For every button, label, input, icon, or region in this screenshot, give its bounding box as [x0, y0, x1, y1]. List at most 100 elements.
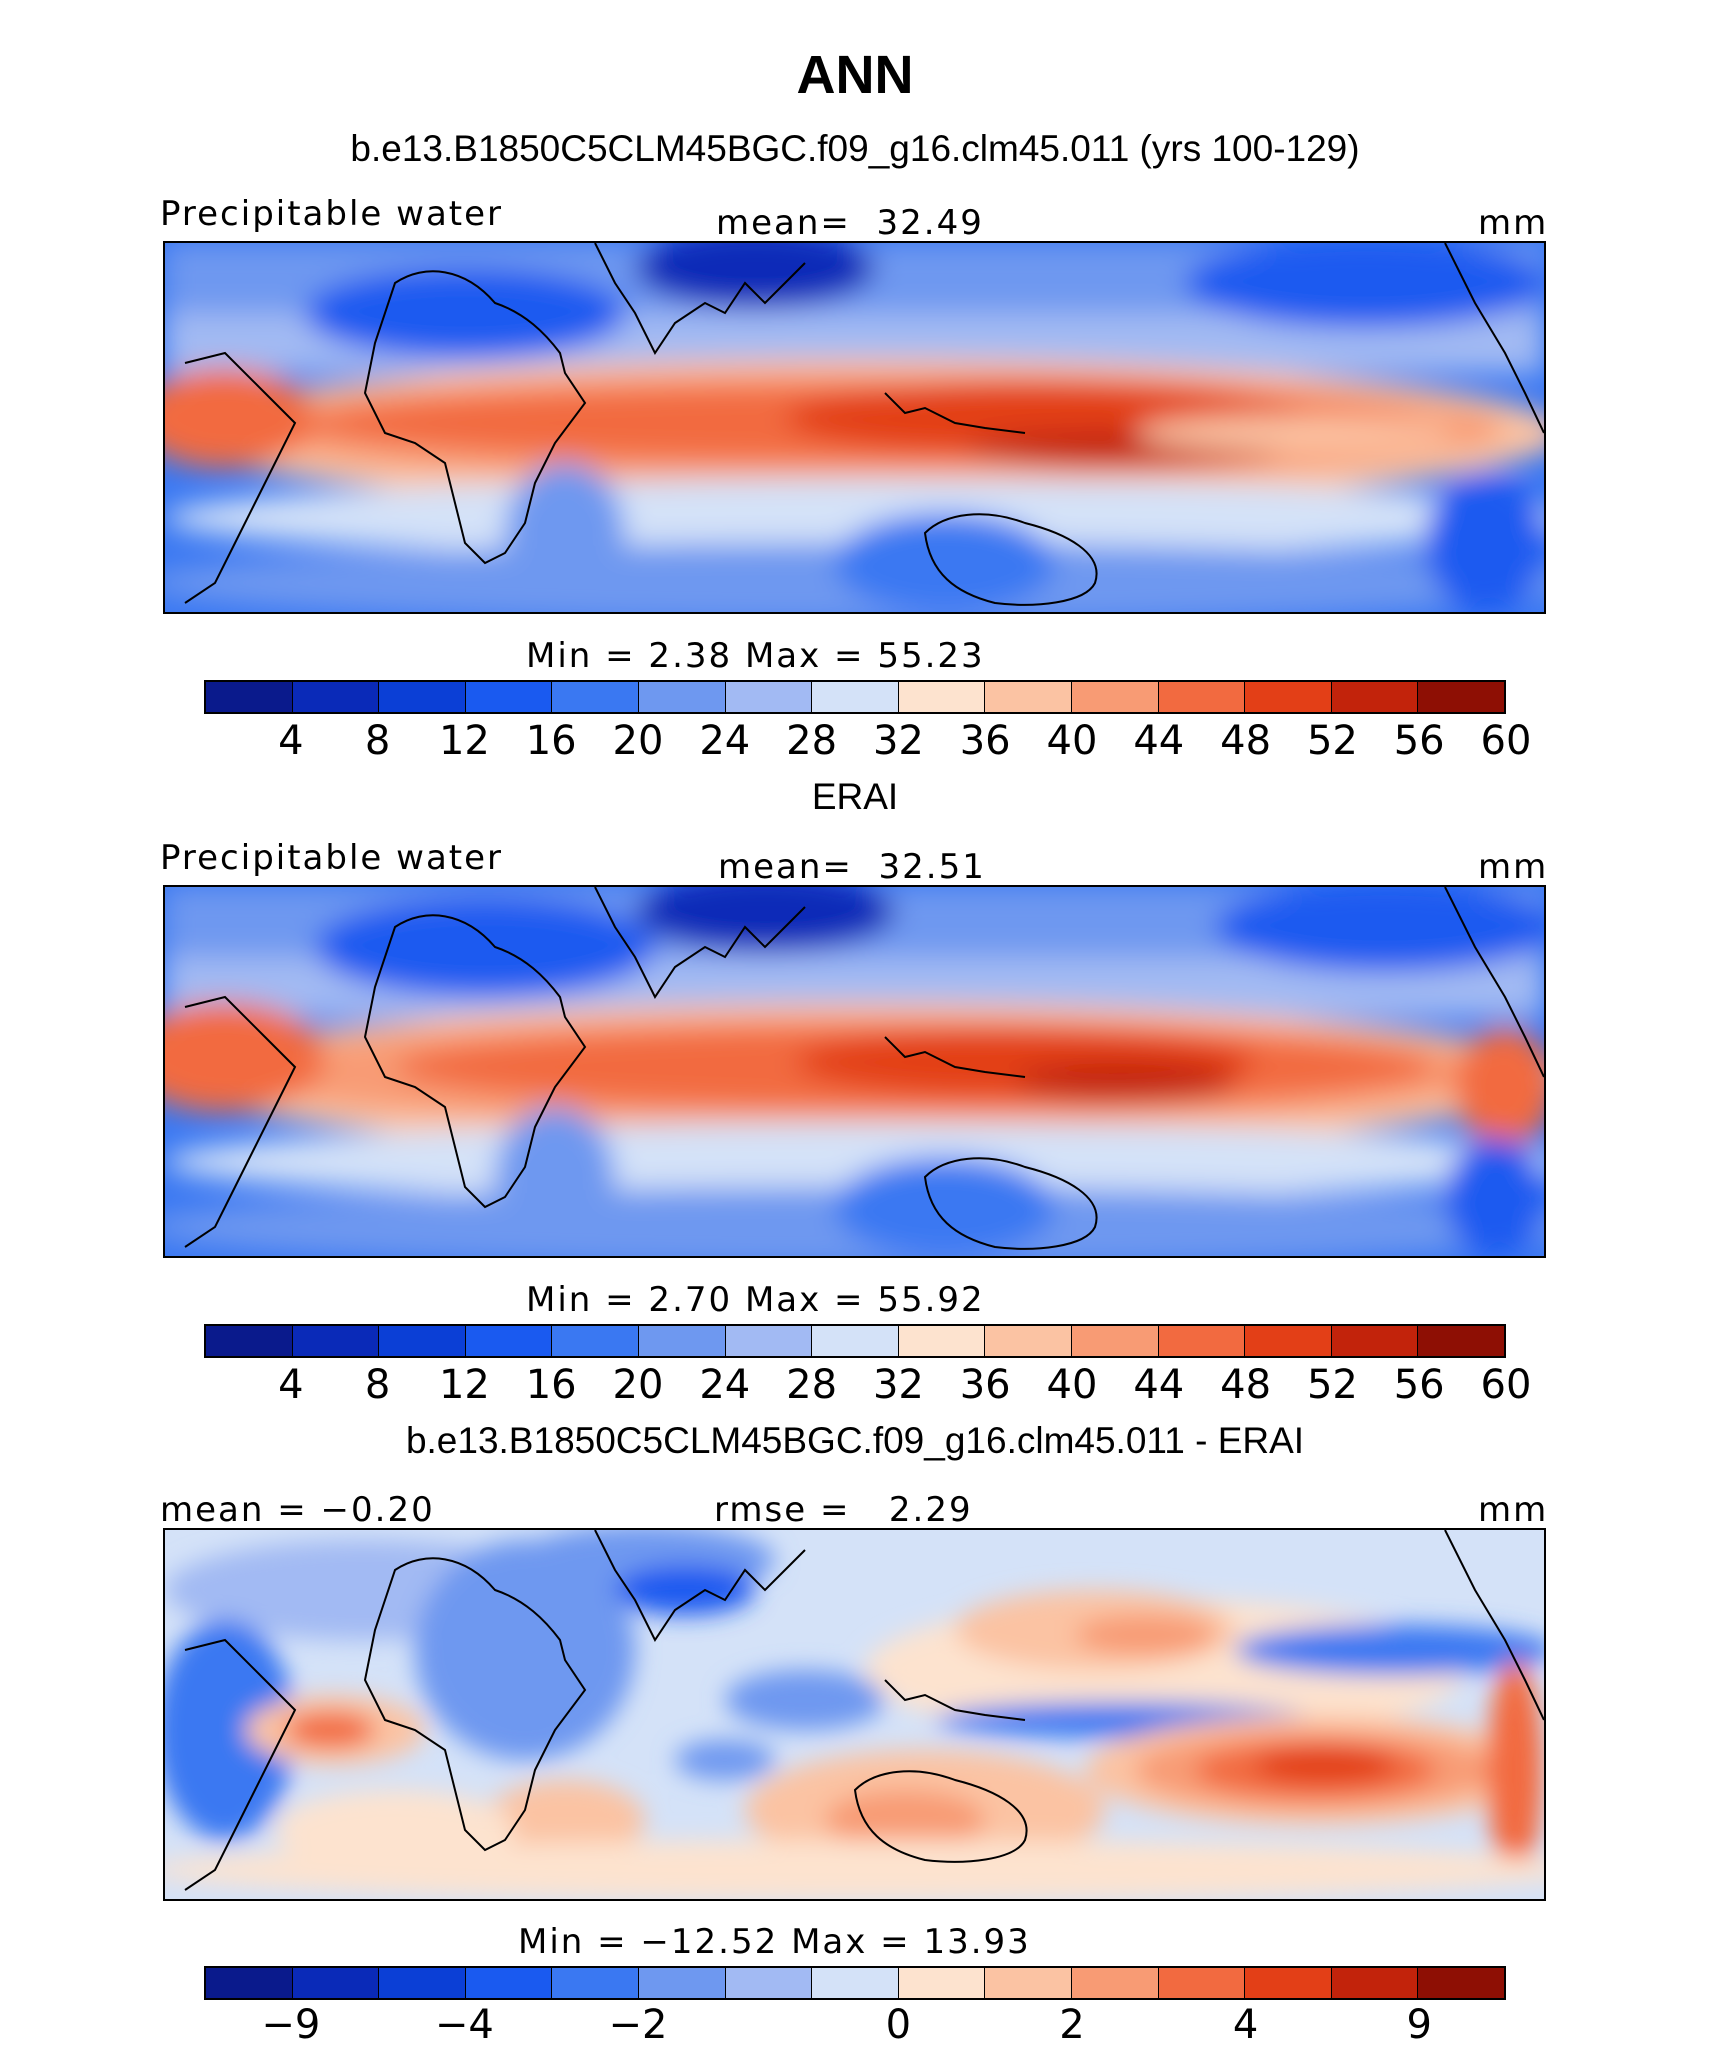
panel-1-colorbar-tick-label: 20: [612, 718, 664, 764]
panel-3-colorbar-swatch: [638, 1968, 726, 1998]
panel-3-colorbar-tick-label: −4: [434, 2002, 494, 2048]
panel-2-colorbar-tick-label: 48: [1220, 1362, 1272, 1408]
panel-1-colorbar-swatch: [465, 682, 553, 712]
panel-1-colorbar-tick-label: 56: [1393, 718, 1445, 764]
panel-3-colorbar-ticks: −9 −4 −2 0 2 4 9: [204, 2002, 1506, 2048]
panel-1-colorbar-swatch: [1158, 682, 1246, 712]
panel-2-colorbar-tick-label: 28: [786, 1362, 838, 1408]
panel-1-colorbar-swatch: [1071, 682, 1159, 712]
panel-3-colorbar: [204, 1966, 1506, 2000]
panel-3-coastlines: [184, 1530, 1544, 1891]
panel-3-colorbar-swatch: [1158, 1968, 1246, 1998]
panel-2-colorbar-swatch: [379, 1326, 466, 1356]
panel-3-colorbar-tick-label: 2: [1059, 2002, 1085, 2048]
panel-2-colorbar: [204, 1324, 1506, 1358]
panel-1-colorbar-swatch: [985, 682, 1072, 712]
panel-1-colorbar-tick-label: 60: [1480, 718, 1532, 764]
panel-1-colorbar-swatch: [1245, 682, 1332, 712]
panel-2-map: [163, 885, 1546, 1258]
panel-1-colorbar-swatch: [1418, 682, 1504, 712]
panel-3-colorbar-swatch: [1331, 1968, 1419, 1998]
panel-1-colorbar-swatch: [725, 682, 813, 712]
panel-2-colorbar-tick-label: 60: [1480, 1362, 1532, 1408]
panel-2-mean-key: mean=: [718, 847, 853, 887]
panel-1-colorbar: [204, 680, 1506, 714]
panel-1-map: [163, 241, 1546, 614]
panel-1-mean-key: mean=: [716, 203, 851, 243]
panel-3-map-field: [165, 1530, 1544, 1899]
panel-3-colorbar-swatch: [379, 1968, 466, 1998]
panel-1-colorbar-swatch: [206, 682, 293, 712]
panel-2-map-field: [165, 887, 1544, 1256]
panel-1-minmax: Min = 2.38 Max = 55.23: [526, 636, 985, 676]
panel-2-colorbar-swatch: [292, 1326, 380, 1356]
panel-1-colorbar-tick-label: 52: [1306, 718, 1358, 764]
panel-3-colorbar-swatch: [725, 1968, 813, 1998]
panel-1-map-field: [165, 243, 1544, 612]
panel-2-colorbar-swatch: [1245, 1326, 1332, 1356]
panel-2-coastlines: [184, 887, 1544, 1250]
panel-2-colorbar-tick-label: 32: [872, 1362, 924, 1408]
panel-1-colorbar-swatch: [292, 682, 380, 712]
panel-1-colorbar-tick-label: 44: [1133, 718, 1185, 764]
panel-3-colorbar-swatch: [292, 1968, 380, 1998]
panel-2-colorbar-tick-label: 16: [525, 1362, 577, 1408]
panel-3-colorbar-tick-label: 0: [885, 2002, 912, 2048]
panel-2-minmax: Min = 2.70 Max = 55.92: [526, 1280, 985, 1320]
panel-2-colorbar-swatch: [1331, 1326, 1419, 1356]
panel-2-colorbar-swatch: [898, 1326, 986, 1356]
panel-1-colorbar-tick-label: 48: [1220, 718, 1272, 764]
panel-2-mean-value: 32.51: [878, 847, 986, 887]
panel-3-colorbar-tick-label: −2: [608, 2002, 668, 2048]
panel-3-colorbar-swatch: [812, 1968, 899, 1998]
panel-2-colorbar-tick-label: 40: [1046, 1362, 1098, 1408]
panel-1-colorbar-tick-label: 8: [364, 718, 391, 764]
panel-1-colorbar-swatch: [379, 682, 466, 712]
panel-3-colorbar-swatch: [1071, 1968, 1159, 1998]
panel-2-variable-label: Precipitable water: [160, 838, 504, 878]
panel-2-colorbar-swatch: [985, 1326, 1072, 1356]
panel-3-colorbar-tick-label: 4: [1232, 2002, 1259, 2048]
panel-2-colorbar-ticks: 4 8 12 16 20 24 28 32 36 40 44 48 52 56 60: [204, 1362, 1531, 1408]
panel-3-colorbar-swatch: [1418, 1968, 1504, 1998]
panel-2-colorbar-tick-label: 8: [364, 1362, 391, 1408]
panel-1-colorbar-swatch: [638, 682, 726, 712]
panel-1-colorbar-swatch: [552, 682, 639, 712]
panel-2-colorbar-swatch: [1071, 1326, 1159, 1356]
panel-3-units: mm: [1478, 1490, 1549, 1530]
panel-1-colorbar-tick-label: 24: [699, 718, 751, 764]
panel-1-mean-label: mean= 32.49: [716, 203, 984, 243]
panel-1-colorbar-tick-label: 4: [278, 718, 304, 764]
panel-3-colorbar-swatch: [206, 1968, 293, 1998]
panel-3-colorbar-swatch: [1245, 1968, 1332, 1998]
panel-2-colorbar-tick-label: 44: [1133, 1362, 1185, 1408]
panel-1-variable-label: Precipitable water: [160, 194, 504, 234]
panel-1-colorbar-tick-label: 32: [872, 718, 924, 764]
panel-2-colorbar-tick-label: 12: [438, 1362, 490, 1408]
panel-1-colorbar-tick-label: 40: [1046, 718, 1098, 764]
panel-3-colorbar-tick-label: 9: [1406, 2002, 1432, 2048]
panel-3-rmse-label: rmse = 2.29: [714, 1490, 973, 1530]
panel-2-colorbar-tick-label: 24: [699, 1362, 751, 1408]
panel-2-colorbar-tick-label: 36: [959, 1362, 1011, 1408]
panel-3-mean-label: mean = −0.20: [160, 1490, 435, 1530]
panel-2-colorbar-tick-label: 52: [1306, 1362, 1358, 1408]
panel-1-units: mm: [1478, 203, 1549, 243]
panel-2-colorbar-tick-label: 56: [1393, 1362, 1445, 1408]
figure-title: ANN: [796, 45, 914, 105]
panel-3-colorbar-swatch: [898, 1968, 986, 1998]
panel-3-title: b.e13.B1850C5CLM45BGC.f09_g16.clm45.011 …: [405, 1420, 1305, 1461]
panel-3-colorbar-swatch: [985, 1968, 1072, 1998]
panel-1-colorbar-tick-label: 36: [959, 718, 1011, 764]
panel-2-colorbar-swatch: [465, 1326, 553, 1356]
panel-2-units: mm: [1478, 847, 1549, 887]
panel-3-rmse-value: 2.29: [888, 1490, 973, 1530]
panel-1-coastlines: [184, 243, 1544, 606]
panel-1-colorbar-tick-label: 16: [525, 718, 577, 764]
panel-1-colorbar-ticks: 4 8 12 16 20 24 28 32 36 40 44 48 52 56 60: [204, 718, 1531, 764]
panel-1-colorbar-swatch: [812, 682, 899, 712]
panel-1-title: b.e13.B1850C5CLM45BGC.f09_g16.clm45.011 …: [350, 128, 1360, 169]
panel-3-minmax: Min = −12.52 Max = 13.93: [518, 1922, 1031, 1962]
panel-2-colorbar-swatch: [1158, 1326, 1246, 1356]
panel-1-colorbar-swatch: [898, 682, 986, 712]
